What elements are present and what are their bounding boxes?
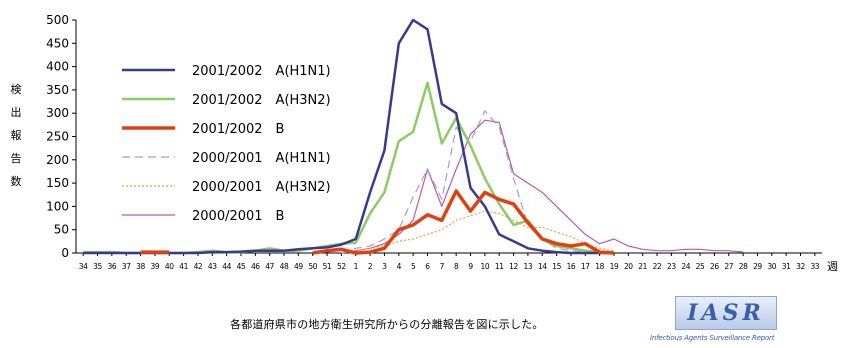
x-tick-label: 50 (308, 262, 317, 271)
x-tick-label: 17 (581, 262, 590, 271)
x-tick-label: 13 (524, 262, 533, 271)
series-line (83, 18, 614, 255)
y-tick-label: 350 (46, 83, 69, 97)
x-tick-label: 18 (595, 262, 604, 271)
y-tick-label: 250 (46, 130, 69, 144)
x-tick-label: 24 (681, 262, 690, 271)
x-tick-label: 10 (480, 262, 489, 271)
legend-label: 2000/2001 A(H1N1) (192, 151, 331, 166)
x-tick-label: 35 (93, 262, 102, 271)
y-tick-label: 500 (46, 13, 69, 27)
x-tick-label: 7 (440, 262, 445, 271)
x-tick-label: 28 (739, 262, 748, 271)
legend-label: 2000/2001 A(H3N2) (192, 180, 331, 195)
y-tick-label: 100 (46, 199, 69, 213)
series-line (312, 189, 615, 255)
x-tick-label: 46 (251, 262, 260, 271)
x-tick-label: 15 (552, 262, 561, 271)
series-layer (83, 18, 744, 255)
x-tick-label: 27 (724, 262, 733, 271)
x-tick-label: 47 (265, 262, 274, 271)
legend-label: 2001/2002 A(H1N1) (192, 64, 331, 79)
x-tick-label: 45 (237, 262, 246, 271)
iasr-logo-text: IASR (687, 300, 765, 326)
x-tick-label: 39 (151, 262, 160, 271)
x-tick-label: 16 (567, 262, 576, 271)
x-tick-label: 49 (294, 262, 303, 271)
x-tick-label: 30 (767, 262, 776, 271)
x-tick-label: 19 (610, 262, 619, 271)
y-tick-label: 300 (46, 106, 69, 120)
x-tick-label: 52 (337, 262, 346, 271)
x-tick-label: 25 (696, 262, 705, 271)
x-tick-label: 20 (624, 262, 633, 271)
legend-label: 2001/2002 B (192, 122, 284, 137)
y-tick-label: 50 (54, 223, 69, 237)
legend-label: 2001/2002 A(H3N2) (192, 93, 331, 108)
x-tick-label: 31 (782, 262, 791, 271)
legend: 2001/2002 A(H1N1) 2001/2002 A(H3N2) 2001/2… (122, 64, 331, 224)
x-axis-title: 週 (827, 260, 838, 273)
x-tick-label: 51 (323, 262, 332, 271)
x-tick-label: 41 (179, 262, 188, 271)
x-tick-label: 43 (208, 262, 217, 271)
y-tick-label: 200 (46, 153, 69, 167)
x-tick-label: 6 (425, 262, 430, 271)
x-tick-label: 12 (509, 262, 518, 271)
x-tick-label: 14 (538, 262, 547, 271)
x-tick-label: 2 (368, 262, 373, 271)
y-tick-label: 450 (46, 36, 69, 50)
x-tick-label: 8 (454, 262, 459, 271)
x-tick-label: 33 (810, 262, 819, 271)
x-tick-label: 40 (165, 262, 174, 271)
x-tick-label: 48 (280, 262, 289, 271)
y-tick-label: 0 (61, 246, 69, 260)
x-tick-label: 1 (354, 262, 359, 271)
x-tick-label: 11 (495, 262, 504, 271)
iasr-logo-subtitle: Infectious Agents Surveillance Report (650, 334, 775, 342)
series-line (341, 110, 614, 254)
x-tick-label: 22 (653, 262, 662, 271)
legend-label: 2000/2001 B (192, 209, 284, 224)
x-tick-label: 9 (468, 262, 473, 271)
x-tick-label: 32 (796, 262, 805, 271)
x-tick-label: 37 (122, 262, 131, 271)
y-tick-label: 400 (46, 60, 69, 74)
y-axis-title: 検出報告数 (10, 83, 22, 188)
x-tick-label: 36 (107, 262, 116, 271)
x-tick-label: 29 (753, 262, 762, 271)
iasr-logo: IASR (675, 296, 777, 330)
x-tick-label: 3 (382, 262, 387, 271)
x-tick-label: 4 (397, 262, 402, 271)
x-tick-label: 42 (194, 262, 203, 271)
x-tick-label: 23 (667, 262, 676, 271)
x-tick-label: 34 (79, 262, 88, 271)
x-tick-label: 5 (411, 262, 416, 271)
y-tick-label: 150 (46, 176, 69, 190)
x-tick-label: 38 (136, 262, 145, 271)
x-tick-label: 21 (638, 262, 647, 271)
x-tick-label: 44 (222, 262, 231, 271)
footer-caption: 各都道府県市の地方衛生研究所からの分離報告を図に示した。 (230, 318, 544, 331)
x-tick-label: 26 (710, 262, 719, 271)
